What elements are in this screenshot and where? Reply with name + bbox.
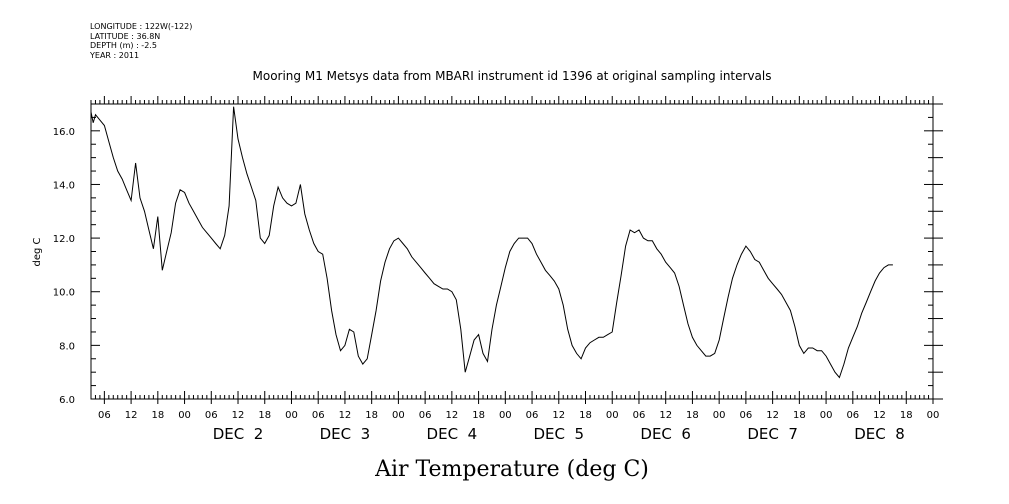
x-tick-label: 06 bbox=[740, 410, 753, 421]
x-tick-label: 06 bbox=[312, 410, 325, 421]
day-label: DEC 4 bbox=[427, 425, 478, 443]
x-tick-label: 06 bbox=[526, 410, 539, 421]
x-tick-label: 18 bbox=[793, 410, 806, 421]
x-tick-label: 12 bbox=[125, 410, 138, 421]
x-tick-label: 00 bbox=[820, 410, 833, 421]
plot-frame bbox=[90, 103, 934, 400]
x-tick-label: 18 bbox=[579, 410, 592, 421]
x-tick-label: 00 bbox=[178, 410, 191, 421]
x-tick-label: 06 bbox=[419, 410, 432, 421]
year-text: YEAR : 2011 bbox=[90, 50, 140, 60]
y-tick-label: 6.0 bbox=[59, 395, 75, 406]
x-tick-label: 18 bbox=[686, 410, 699, 421]
x-tick-label: 00 bbox=[713, 410, 726, 421]
x-tick-label: 00 bbox=[392, 410, 405, 421]
mooring-metadata: LONGITUDE : 122W(-122) LATITUDE : 36.8N … bbox=[90, 22, 192, 60]
x-tick-label: 18 bbox=[365, 410, 378, 421]
day-label: DEC 3 bbox=[320, 425, 371, 443]
x-tick-label: 18 bbox=[900, 410, 913, 421]
air-temperature-series-line bbox=[90, 106, 893, 379]
y-tick-label: 16.0 bbox=[53, 127, 75, 138]
x-tick-label: 00 bbox=[606, 410, 619, 421]
latitude-text: LATITUDE : 36.8N bbox=[90, 31, 161, 41]
x-tick-label: 12 bbox=[659, 410, 672, 421]
y-axis: 6.0 8.0 10.0 12.0 14.0 16.0 bbox=[53, 103, 943, 406]
y-tick-label: 14.0 bbox=[53, 180, 75, 191]
day-label: DEC 7 bbox=[747, 425, 798, 443]
day-label: DEC 6 bbox=[640, 425, 691, 443]
x-tick-label: 00 bbox=[285, 410, 298, 421]
depth-text: DEPTH (m) : -2.5 bbox=[90, 41, 157, 51]
x-tick-label: 12 bbox=[445, 410, 458, 421]
day-label: DEC 8 bbox=[854, 425, 905, 443]
day-label: DEC 2 bbox=[213, 425, 264, 443]
x-tick-label: 12 bbox=[873, 410, 886, 421]
plot-title: Mooring M1 Metsys data from MBARI instru… bbox=[253, 69, 772, 83]
x-tick-label: 00 bbox=[927, 410, 940, 421]
x-tick-label: 18 bbox=[472, 410, 485, 421]
x-tick-label: 06 bbox=[205, 410, 218, 421]
x-tick-label: 06 bbox=[633, 410, 646, 421]
x-tick-label: 12 bbox=[552, 410, 565, 421]
y-tick-label: 12.0 bbox=[53, 234, 75, 245]
x-tick-label: 12 bbox=[232, 410, 245, 421]
x-tick-label: 18 bbox=[258, 410, 271, 421]
x-tick-label: 12 bbox=[339, 410, 352, 421]
y-axis-label: deg C bbox=[32, 237, 43, 266]
x-tick-label: 12 bbox=[766, 410, 779, 421]
x-axis: 06 12 18 00 06 12 18 00 06 12 18 00 06 12 18 00 06 12 18 00… bbox=[90, 96, 940, 443]
day-label: DEC 5 bbox=[533, 425, 584, 443]
x-tick-label: 18 bbox=[151, 410, 164, 421]
longitude-text: LONGITUDE : 122W(-122) bbox=[90, 22, 193, 31]
x-tick-label: 06 bbox=[846, 410, 859, 421]
y-tick-label: 8.0 bbox=[59, 341, 75, 352]
x-tick-label: 06 bbox=[98, 410, 111, 421]
figure-title: Air Temperature (deg C) bbox=[374, 457, 649, 482]
y-tick-label: 10.0 bbox=[53, 288, 75, 299]
x-tick-label: 00 bbox=[499, 410, 512, 421]
